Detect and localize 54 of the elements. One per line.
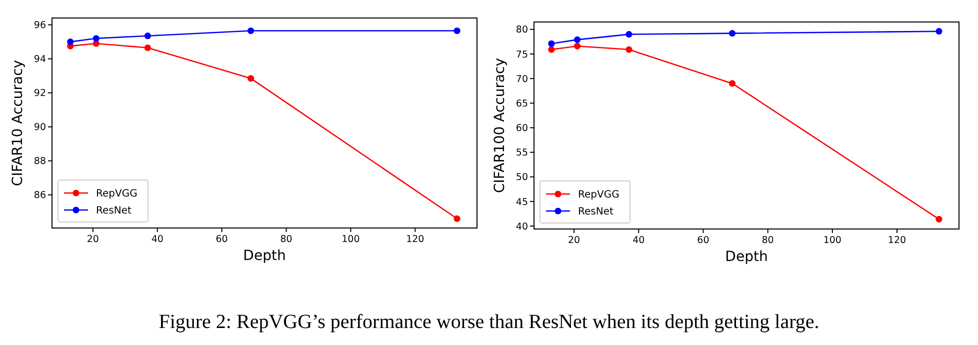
caption: Figure 2: RepVGG’s performance worse than ResNet when its depth getting large. — [158, 311, 820, 333]
x-tick-label: 40 — [632, 235, 645, 246]
y-axis-title: CIFAR100 Accuracy — [492, 58, 508, 194]
y-tick-label: 80 — [516, 24, 528, 36]
x-tick-label: 80 — [280, 234, 292, 245]
point — [936, 216, 942, 222]
x-tick-label: 80 — [762, 235, 774, 246]
point — [574, 36, 581, 43]
point — [67, 38, 74, 46]
y-tick-label: 45 — [516, 196, 528, 208]
point — [248, 27, 254, 34]
point — [144, 44, 151, 52]
y-tick-label: 50 — [516, 172, 528, 184]
y-tick-label: 75 — [516, 49, 528, 60]
y-tick-label: 70 — [516, 74, 528, 85]
y-tick-label: 40 — [516, 221, 528, 232]
point — [626, 46, 632, 53]
y-tick-label: 88 — [34, 156, 46, 168]
x-axis-title: Depth — [243, 248, 286, 264]
x-axis-title: Depth — [725, 249, 768, 265]
point — [728, 30, 736, 37]
point — [92, 35, 100, 42]
legend-label: RepVGG — [578, 190, 620, 200]
y-tick-label: 65 — [516, 98, 528, 110]
x-tick-label: 20 — [568, 235, 580, 246]
point — [626, 30, 632, 38]
x-tick-label: 100 — [342, 234, 360, 245]
x-tick-label: 20 — [86, 234, 99, 245]
y-tick-label: 86 — [34, 190, 46, 202]
y-tick-label: 94 — [34, 54, 46, 66]
point — [728, 80, 736, 87]
point — [144, 32, 151, 40]
point — [548, 40, 555, 47]
y-tick-label: 90 — [34, 122, 46, 134]
x-tick-label: 100 — [823, 235, 842, 246]
point — [574, 42, 581, 50]
y-axis-title: CIFAR10 Accuracy — [10, 60, 26, 186]
legend-label: ResNet — [96, 206, 132, 216]
y-tick-label: 60 — [516, 123, 528, 134]
point — [548, 46, 555, 53]
x-tick-label: 120 — [406, 234, 424, 245]
y-tick-label: 92 — [34, 88, 46, 100]
x-tick-label: 120 — [888, 235, 906, 246]
point — [936, 28, 942, 35]
point — [454, 215, 460, 222]
x-tick-label: 60 — [216, 234, 228, 245]
point — [248, 75, 254, 82]
legend-label: RepVGG — [96, 188, 138, 200]
x-tick-label: 60 — [697, 235, 710, 246]
y-tick-label: 96 — [34, 20, 46, 32]
x-tick-label: 40 — [151, 234, 164, 245]
point — [454, 27, 460, 34]
y-tick-label: 55 — [516, 148, 528, 159]
legend-label: ResNet — [578, 206, 614, 218]
